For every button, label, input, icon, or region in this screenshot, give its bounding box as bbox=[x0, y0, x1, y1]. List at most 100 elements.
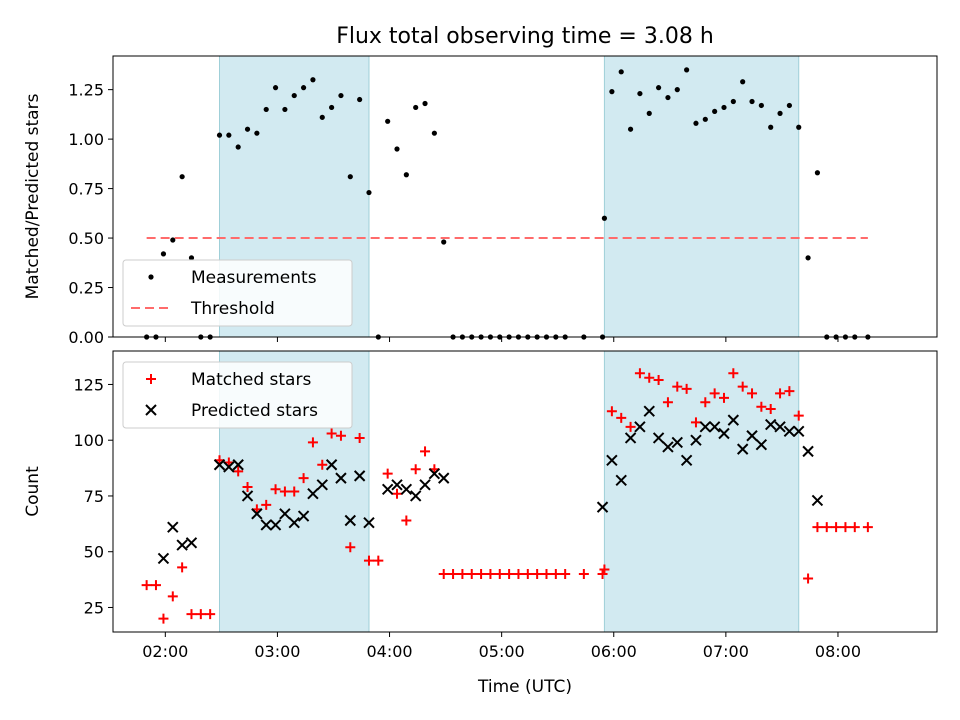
ratio-observing-window-2 bbox=[603, 55, 800, 338]
matched-star-point bbox=[466, 569, 477, 580]
matched-star-point bbox=[728, 368, 739, 379]
predicted-star-point bbox=[606, 454, 618, 466]
measurement-point bbox=[749, 98, 755, 105]
predicted-star-point bbox=[727, 414, 740, 426]
count-legend: Matched stars Predicted stars bbox=[122, 361, 353, 429]
measurement-point bbox=[347, 174, 353, 180]
matched-star-point bbox=[862, 522, 873, 533]
matched-star-point bbox=[141, 580, 152, 591]
measurement-point bbox=[216, 132, 223, 138]
ratio-y-tick-label: 1.00 bbox=[68, 130, 104, 149]
predicted-star-point bbox=[774, 421, 786, 433]
count-y-axis-label: Count bbox=[23, 466, 43, 517]
matched-star-point bbox=[494, 569, 505, 580]
predicted-star-point bbox=[400, 483, 413, 495]
x-tick-label: 08:00 bbox=[815, 642, 861, 661]
measurement-point bbox=[272, 85, 279, 91]
predicted-star-point bbox=[241, 490, 254, 502]
measurement-point bbox=[310, 77, 316, 83]
matched-star-point bbox=[326, 428, 337, 439]
predicted-star-point bbox=[419, 479, 431, 491]
predicted-star-point bbox=[671, 436, 683, 449]
matched-star-point bbox=[616, 412, 627, 423]
count-y-tick-label: 50 bbox=[84, 543, 104, 562]
count-observing-window-2 bbox=[603, 350, 800, 633]
count-panel: 25 50 75 100 125 02:00 03:00 04:00 05:00 06:00 07:… bbox=[23, 350, 938, 697]
predicted-star-point bbox=[793, 425, 805, 437]
matched-star-point bbox=[186, 609, 197, 620]
matched-star-point bbox=[261, 499, 272, 510]
matched-star-point bbox=[317, 459, 328, 470]
measurement-point bbox=[609, 89, 615, 95]
matched-star-point bbox=[644, 372, 655, 383]
matched-star-point bbox=[420, 446, 431, 457]
predicted-star-point bbox=[157, 552, 170, 565]
predicted-star-point bbox=[409, 490, 422, 502]
matched-star-point bbox=[158, 613, 169, 624]
measurement-point bbox=[431, 130, 437, 136]
predicted-star-point bbox=[335, 472, 347, 484]
matched-star-point bbox=[363, 555, 374, 566]
matched-star-point bbox=[756, 401, 767, 412]
measurement-point bbox=[441, 239, 447, 245]
legend-matched-marker bbox=[146, 374, 156, 384]
predicted-star-point bbox=[223, 461, 235, 473]
predicted-star-point bbox=[634, 421, 646, 433]
matched-star-point bbox=[662, 397, 673, 408]
measurement-point bbox=[796, 124, 802, 130]
measurement-point bbox=[684, 67, 690, 73]
ratio-legend-box bbox=[122, 259, 353, 327]
measurement-point bbox=[740, 79, 746, 85]
predicted-star-point bbox=[764, 418, 777, 431]
measurement-point bbox=[777, 110, 783, 116]
measurement-point bbox=[655, 85, 662, 91]
predicted-star-point bbox=[662, 441, 674, 453]
ratio-panel: 0.00 0.25 0.50 0.75 1.00 1.25 Matched/Predicte… bbox=[23, 55, 938, 347]
matched-star-point bbox=[513, 569, 524, 580]
measurement-point bbox=[179, 174, 185, 180]
measurement-point bbox=[674, 87, 680, 93]
matched-star-point bbox=[681, 383, 692, 394]
predicted-star-point bbox=[391, 479, 403, 491]
predicted-star-point bbox=[344, 514, 357, 527]
matched-star-point bbox=[606, 406, 617, 417]
x-tick-label: 04:00 bbox=[366, 642, 412, 661]
measurement-point bbox=[235, 144, 241, 150]
x-axis-label: Time (UTC) bbox=[477, 677, 572, 697]
measurement-point bbox=[637, 90, 643, 97]
matched-star-point bbox=[718, 392, 729, 403]
measurement-point bbox=[329, 104, 335, 111]
matched-star-point bbox=[737, 381, 748, 392]
matched-star-point bbox=[242, 482, 253, 493]
predicted-star-point bbox=[755, 438, 768, 451]
x-tick-label: 03:00 bbox=[254, 642, 300, 661]
predicted-star-point bbox=[316, 479, 328, 491]
measurement-point bbox=[627, 126, 634, 132]
matched-star-point bbox=[270, 484, 281, 495]
matched-star-point bbox=[541, 569, 552, 580]
matched-star-point bbox=[382, 468, 393, 479]
ratio-y-tick-label: 0.25 bbox=[68, 279, 104, 298]
measurement-point bbox=[712, 108, 718, 115]
predicted-star-point bbox=[325, 459, 338, 471]
matched-star-point bbox=[476, 569, 487, 580]
measurement-point bbox=[601, 215, 608, 221]
matched-star-point bbox=[690, 417, 701, 428]
predicted-star-point bbox=[652, 432, 665, 444]
matched-star-point bbox=[448, 569, 459, 580]
matched-star-point bbox=[522, 569, 533, 580]
predicted-star-point bbox=[736, 443, 749, 455]
matched-star-point bbox=[410, 464, 421, 475]
matched-star-point bbox=[709, 388, 720, 399]
measurement-point bbox=[805, 255, 811, 261]
measurement-point bbox=[394, 146, 400, 152]
measurement-point bbox=[758, 102, 764, 109]
matched-star-point bbox=[831, 522, 842, 533]
ratio-plot-frame bbox=[112, 55, 938, 338]
matched-star-point bbox=[775, 388, 786, 399]
matched-star-point bbox=[849, 522, 860, 533]
predicted-star-point bbox=[783, 425, 796, 437]
chart-title: Flux total observing time = 3.08 h bbox=[336, 24, 714, 49]
measurement-point bbox=[291, 92, 297, 99]
predicted-star-point bbox=[297, 510, 310, 522]
